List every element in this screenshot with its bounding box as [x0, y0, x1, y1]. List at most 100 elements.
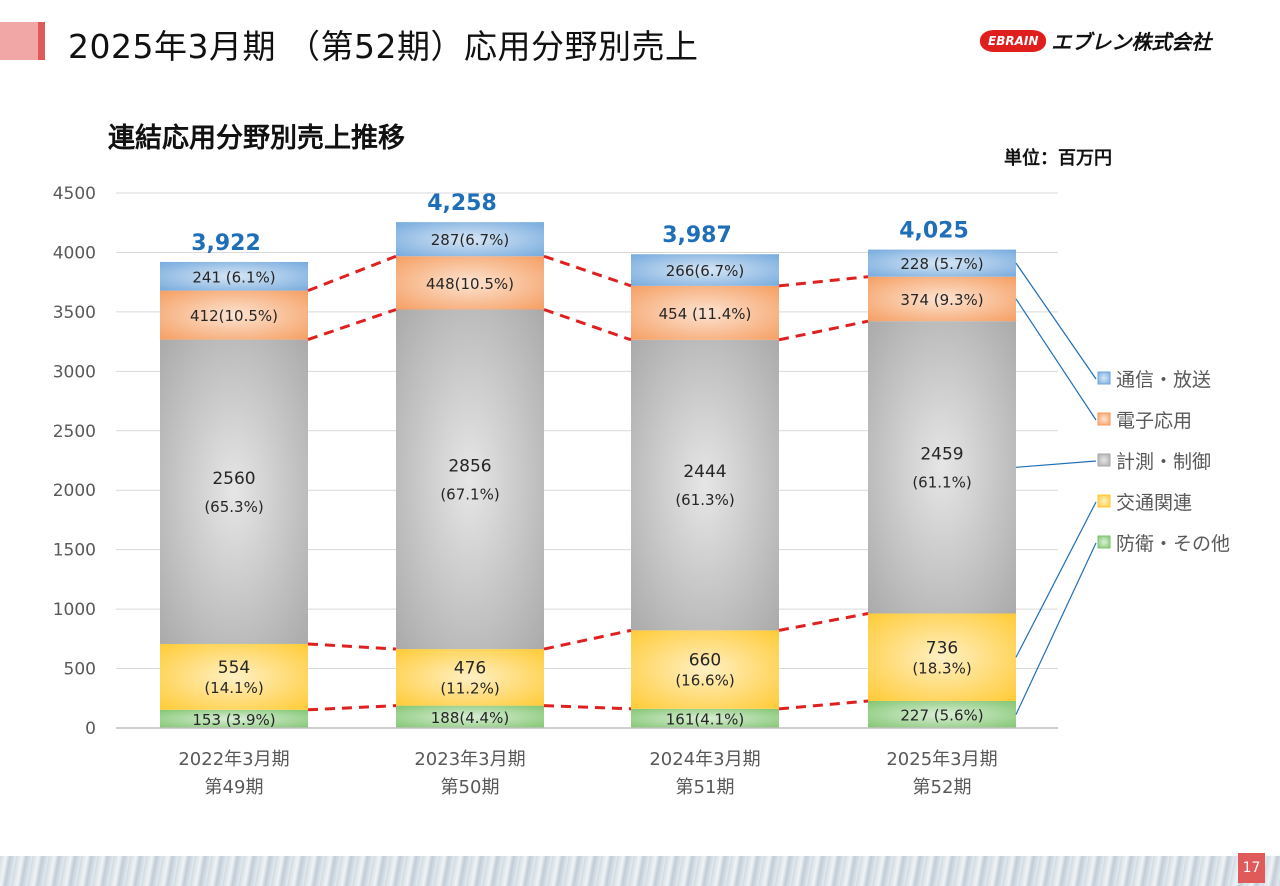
legend-label: 交通関連	[1116, 492, 1192, 514]
data-label: 448(10.5%)	[426, 275, 514, 293]
data-label: 188(4.4%)	[431, 709, 509, 727]
bar-segment	[631, 254, 779, 286]
trend-connector	[307, 704, 397, 712]
y-tick-label: 2000	[53, 481, 96, 501]
data-label: 228 (5.7%)	[900, 255, 983, 273]
y-tick-label: 0	[85, 719, 96, 739]
y-tick-label: 2500	[53, 422, 96, 442]
legend-label: 防衛・その他	[1116, 533, 1230, 555]
trend-connector	[778, 699, 869, 711]
x-tick-label: 第52期	[913, 777, 972, 798]
bar-segment	[160, 290, 308, 340]
legend-leader	[1015, 501, 1097, 658]
bar-segment	[396, 256, 544, 310]
data-label: 2560	[212, 469, 255, 489]
bar-segment	[868, 701, 1016, 728]
data-label: (14.1%)	[204, 679, 263, 697]
trend-connector	[543, 704, 632, 711]
bar-segment	[160, 643, 308, 710]
bar-segment	[396, 705, 544, 728]
data-label: 412(10.5%)	[190, 307, 278, 325]
bar-segment	[868, 249, 1016, 277]
bar-segment	[631, 708, 779, 728]
chart-title: 連結応用分野別売上推移	[108, 123, 405, 154]
page-number: 17	[1238, 853, 1265, 883]
data-label: (11.2%)	[440, 679, 499, 697]
x-tick-label: 2023年3月期	[414, 749, 525, 770]
trend-connector	[307, 642, 397, 651]
data-label: (61.1%)	[912, 473, 971, 491]
data-label: 2459	[920, 444, 963, 464]
bar-segment	[396, 309, 544, 650]
data-label: 2856	[448, 456, 491, 476]
data-label: 454 (11.4%)	[659, 305, 752, 323]
y-tick-label: 3000	[53, 362, 96, 382]
unit-label: 単位：百万円	[1004, 148, 1112, 169]
bar-segment	[160, 339, 308, 644]
total-label: 3,922	[191, 231, 261, 256]
bar-segment	[868, 276, 1016, 322]
data-label: (16.6%)	[675, 672, 734, 690]
trend-connector	[307, 254, 397, 293]
footer-decoration	[0, 856, 1280, 886]
data-label: 241 (6.1%)	[192, 268, 275, 286]
y-tick-label: 1500	[53, 541, 96, 561]
legend-leader	[1015, 298, 1097, 421]
legend-swatch	[1097, 494, 1111, 508]
data-label: (67.1%)	[440, 485, 499, 503]
data-label: 476	[454, 658, 486, 678]
legend-swatch	[1097, 371, 1111, 385]
legend-label: 計測・制御	[1116, 451, 1211, 473]
title-accent-light	[0, 22, 38, 60]
x-tick-label: 第51期	[676, 777, 735, 798]
company-logo: EBRAIN エブレン株式会社	[980, 26, 1211, 55]
x-tick-label: 第49期	[205, 777, 264, 798]
bar-segment	[631, 630, 779, 709]
trend-connector	[778, 612, 869, 632]
data-label: 227 (5.6%)	[900, 707, 983, 725]
data-label: 153 (3.9%)	[192, 711, 275, 729]
legend-swatch	[1097, 535, 1111, 549]
y-tick-label: 500	[64, 660, 96, 680]
logo-text: エブレン株式会社	[1051, 30, 1212, 54]
bar-segment	[631, 339, 779, 631]
bar-segment	[868, 613, 1016, 702]
data-label: (65.3%)	[204, 498, 263, 516]
y-tick-label: 4000	[53, 243, 96, 263]
trend-connector	[543, 628, 632, 651]
legend-label: 電子応用	[1116, 410, 1192, 432]
page-title: 2025年3月期 （第52期）応用分野別売上	[68, 27, 699, 66]
legend-leader	[1015, 542, 1097, 715]
y-tick-label: 3500	[53, 303, 96, 323]
data-label: 554	[218, 658, 250, 678]
data-label: (18.3%)	[912, 659, 971, 677]
total-label: 4,025	[899, 219, 969, 244]
legend-leader	[1015, 460, 1097, 468]
bar-segment	[160, 709, 308, 728]
x-tick-label: 2025年3月期	[886, 749, 997, 770]
trend-connector	[543, 254, 632, 288]
data-label: 736	[926, 638, 958, 658]
data-label: 287(6.7%)	[431, 231, 509, 249]
bar-segment	[868, 321, 1016, 614]
bar-segment	[631, 285, 779, 340]
data-label: 660	[689, 651, 721, 671]
data-label: 2444	[683, 462, 726, 482]
trend-connector	[778, 319, 869, 342]
legend-leader	[1015, 262, 1097, 380]
data-label: 374 (9.3%)	[900, 291, 983, 309]
title-accent-bar	[38, 22, 45, 60]
bar-segment	[160, 261, 308, 291]
x-tick-label: 2024年3月期	[649, 749, 760, 770]
data-label: 266(6.7%)	[666, 262, 744, 280]
legend-swatch	[1097, 412, 1111, 426]
y-tick-label: 4500	[53, 184, 96, 204]
trend-connector	[543, 308, 632, 342]
logo-mark: EBRAIN	[980, 29, 1047, 52]
y-tick-label: 1000	[53, 600, 96, 620]
trend-connector	[778, 275, 869, 288]
total-label: 4,258	[427, 191, 497, 216]
bar-segment	[396, 649, 544, 706]
legend-label: 通信・放送	[1116, 369, 1211, 391]
